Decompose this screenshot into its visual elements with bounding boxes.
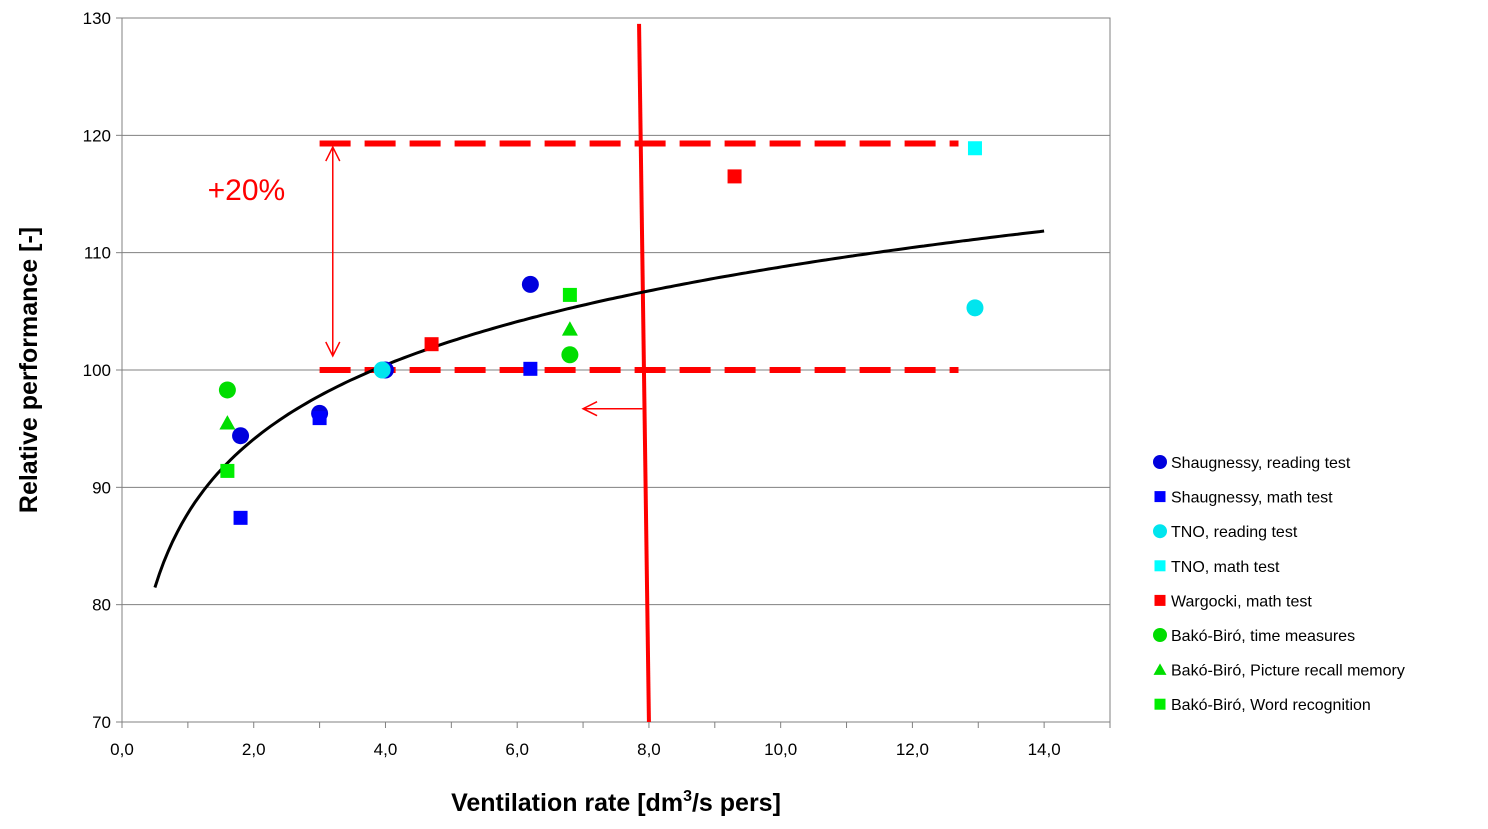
arrow-head-left xyxy=(581,401,598,417)
x-axis-title-tail: /s pers] xyxy=(692,789,781,817)
y-tick-label: 130 xyxy=(83,9,111,28)
data-point-triangle xyxy=(219,415,236,430)
y-tick-label: 70 xyxy=(92,713,111,732)
legend-marker-triangle xyxy=(1153,663,1167,675)
data-point-square xyxy=(562,287,577,302)
arrow-head-up xyxy=(325,145,341,162)
legend-marker-circle xyxy=(1153,524,1167,539)
y-axis-title: Relative performance [-] xyxy=(15,227,43,513)
legend-marker-square xyxy=(1154,698,1166,710)
legend-label: Bakó-Biró, Word recognition xyxy=(1171,697,1371,714)
data-point-square xyxy=(727,169,742,184)
x-tick-label: 10,0 xyxy=(764,740,797,759)
legend-marker-square xyxy=(1154,560,1166,572)
legend-label: TNO, math test xyxy=(1171,559,1280,576)
y-tick-label: 120 xyxy=(83,126,111,145)
x-axis-title-main: Ventilation rate [dm xyxy=(451,789,683,817)
legend-label: TNO, reading test xyxy=(1171,524,1298,541)
reference-lines xyxy=(319,23,959,723)
x-tick-label: 2,0 xyxy=(242,740,266,759)
x-tick-label: 8,0 xyxy=(637,740,661,759)
increase-annotation: +20% xyxy=(208,174,286,207)
trend-line xyxy=(153,229,1045,588)
x-tick-label: 0,0 xyxy=(110,740,134,759)
legend-marker-circle xyxy=(1153,628,1167,642)
y-tick-label: 90 xyxy=(92,478,111,497)
legend-label: Shaugnessy, math test xyxy=(1171,490,1333,507)
x-tick-label: 4,0 xyxy=(374,740,398,759)
trend-curve xyxy=(153,229,1045,588)
annotation-arrows xyxy=(325,145,643,417)
legend-marker-circle xyxy=(1153,455,1167,469)
annotations: +20% xyxy=(208,174,286,207)
threshold-line xyxy=(637,23,651,723)
data-point-circle xyxy=(521,275,539,293)
legend-label: Bakó-Biró, time measures xyxy=(1171,628,1355,645)
data-point-circle xyxy=(218,381,236,399)
data-point-circle xyxy=(561,346,579,364)
x-axis-ticks: 0,0 2,0 4,0 6,0 8,0 10,0 12,0 14,0 xyxy=(110,722,1111,759)
legend-label: Wargocki, math test xyxy=(1171,593,1312,610)
x-axis-title-sup: 3 xyxy=(683,788,692,805)
data-point-circle xyxy=(232,427,250,445)
x-tick-label: 12,0 xyxy=(896,740,929,759)
legend-label: Bakó-Biró, Picture recall memory xyxy=(1171,663,1405,680)
legend-marker-square xyxy=(1154,491,1166,503)
y-tick-label: 110 xyxy=(84,244,111,263)
data-point-square xyxy=(220,463,235,478)
legend: Shaugnessy, reading test Shaugnessy, math… xyxy=(1153,455,1405,714)
data-point-circle xyxy=(966,299,984,317)
x-tick-label: 6,0 xyxy=(505,740,529,759)
data-point-circle xyxy=(373,361,391,379)
x-axis-title: Ventilation rate [dm3/s pers] xyxy=(451,788,781,817)
arrow-head-down xyxy=(325,341,341,358)
x-tick-label: 14,0 xyxy=(1028,740,1061,759)
data-point-square xyxy=(312,411,327,426)
data-points xyxy=(218,141,984,525)
y-tick-label: 80 xyxy=(92,596,111,615)
data-point-square xyxy=(967,141,982,156)
data-point-square xyxy=(233,510,248,525)
y-tick-label: 100 xyxy=(83,361,111,380)
legend-label: Shaugnessy, reading test xyxy=(1171,455,1351,472)
legend-marker-square xyxy=(1154,594,1166,606)
data-point-square xyxy=(424,337,439,352)
data-point-square xyxy=(523,361,538,376)
data-point-triangle xyxy=(561,321,578,336)
y-axis-ticks: 70 80 90 100 110 120 130 xyxy=(83,9,122,732)
grid-lines xyxy=(122,134,1110,606)
